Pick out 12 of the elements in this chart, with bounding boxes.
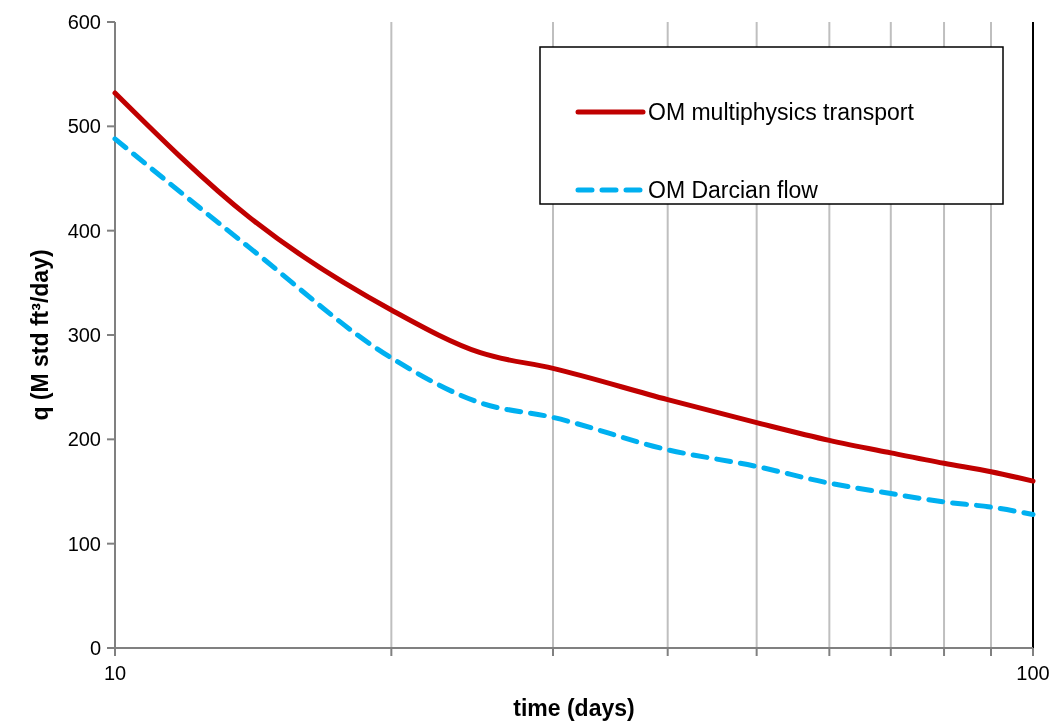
legend-label: OM multiphysics transport	[648, 99, 915, 126]
y-tick-label: 200	[67, 428, 101, 451]
x-tick-label: 10	[103, 662, 127, 684]
y-tick-label: 600	[67, 11, 101, 33]
legend-label: OM Darcian flow	[648, 177, 819, 204]
y-tick-label: 500	[67, 115, 101, 138]
y-axis-title: q (M std ft³/day)	[27, 249, 53, 421]
y-tick-label: 300	[67, 324, 101, 346]
x-axis-title: time (days)	[513, 695, 635, 721]
y-tick-label: 400	[67, 219, 101, 242]
y-tick-label: 100	[67, 532, 101, 555]
y-tick-label: 0	[89, 637, 101, 659]
